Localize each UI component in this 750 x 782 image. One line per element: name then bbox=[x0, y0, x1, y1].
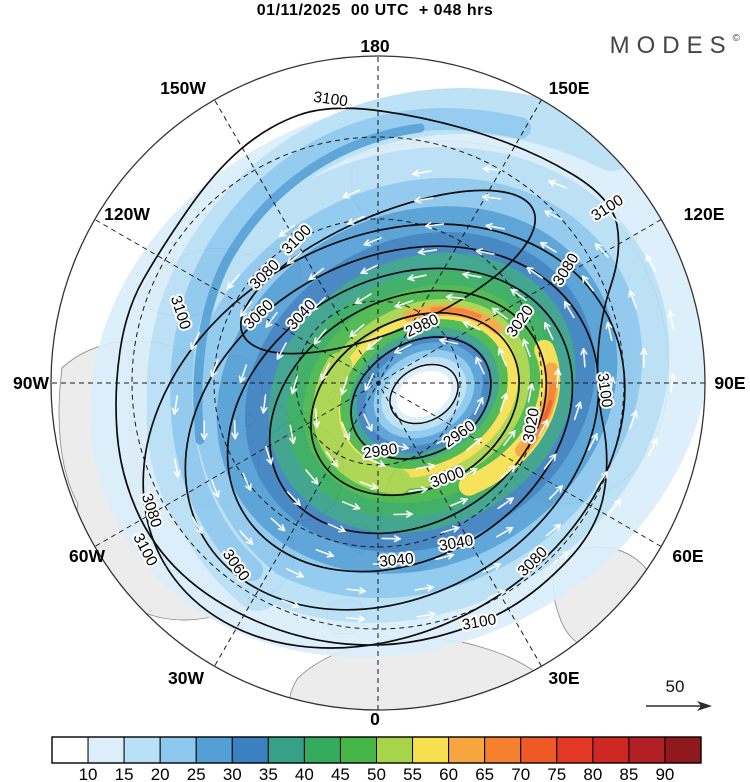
colorbar-tick-label: 75 bbox=[547, 765, 566, 782]
colorbar-cell bbox=[448, 736, 486, 764]
colorbar-tick-label: 90 bbox=[655, 765, 674, 782]
colorbar-cell bbox=[123, 736, 161, 764]
reference-vector: 50 bbox=[646, 677, 712, 711]
colorbar-cell bbox=[592, 736, 630, 764]
colorbar-tick-label: 80 bbox=[583, 765, 602, 782]
colorbar-tick-label: 55 bbox=[403, 765, 422, 782]
map-boundary-circle bbox=[50, 55, 706, 711]
longitude-label: 120E bbox=[684, 204, 725, 224]
modes-logo-mark: © bbox=[732, 33, 740, 44]
colorbar-cell bbox=[87, 736, 125, 764]
colorbar-tick-label: 25 bbox=[187, 765, 206, 782]
colorbar-tick-label: 40 bbox=[295, 765, 314, 782]
colorbar-cell bbox=[556, 736, 594, 764]
modes-logo: MODES© bbox=[610, 32, 740, 60]
colorbar-cell bbox=[412, 736, 450, 764]
wind-arrows-layer bbox=[171, 165, 677, 623]
colorbar-cell bbox=[376, 736, 414, 764]
colorbar-tick-label: 45 bbox=[331, 765, 350, 782]
chart-title: 01/11/2025 00 UTC + 048 hrs bbox=[256, 2, 494, 19]
longitude-label: 30E bbox=[548, 668, 579, 688]
longitude-label: 150E bbox=[549, 78, 590, 98]
colorbar-tick-label: 85 bbox=[619, 765, 638, 782]
colorbar-tick-label: 15 bbox=[115, 765, 134, 782]
contour-label: 3040 bbox=[378, 550, 414, 571]
colorbar-cell bbox=[51, 736, 89, 764]
longitude-label: 90E bbox=[714, 373, 745, 393]
modes-logo-text: MODES bbox=[609, 32, 733, 59]
longitude-label: 150W bbox=[160, 78, 206, 98]
colorbar-tick-label: 30 bbox=[223, 765, 242, 782]
colorbar-tick-label: 10 bbox=[79, 765, 98, 782]
longitude-labels-layer: 180 150W 150E 120W 120E 90W 90E 60W 60E 30W 30E 0 bbox=[13, 36, 746, 729]
colorbar-cell bbox=[303, 736, 341, 764]
reference-vector-value: 50 bbox=[666, 677, 685, 696]
longitude-label: 90W bbox=[13, 373, 49, 393]
longitude-label: 30W bbox=[168, 668, 204, 688]
colorbar-tick-label: 65 bbox=[475, 765, 494, 782]
colorbar-cell bbox=[520, 736, 558, 764]
longitude-label: 180 bbox=[360, 36, 389, 56]
colorbar-cell bbox=[195, 736, 233, 764]
colorbar-cell bbox=[484, 736, 522, 764]
colorbar-cell bbox=[267, 736, 305, 764]
reference-vector-arrowhead bbox=[697, 701, 712, 711]
colorbar: 10 15 20 25 30 35 40 45 50 55 60 65 70 75 80 85 90 bbox=[51, 736, 702, 782]
colorbar-tick-label: 20 bbox=[151, 765, 170, 782]
colorbar-tick-label: 70 bbox=[511, 765, 530, 782]
colorbar-tick-label: 60 bbox=[439, 765, 458, 782]
colorbar-tick-label: 50 bbox=[367, 765, 386, 782]
colorbar-cell bbox=[159, 736, 197, 764]
longitude-label: 60W bbox=[69, 546, 105, 566]
colorbar-cell bbox=[664, 736, 702, 764]
colorbar-cell bbox=[339, 736, 378, 764]
colorbar-tick-label: 35 bbox=[259, 765, 278, 782]
longitude-label: 0 bbox=[370, 709, 380, 729]
colorbar-cell bbox=[231, 736, 269, 764]
longitude-label: 120W bbox=[104, 204, 150, 224]
longitude-label: 60E bbox=[672, 546, 703, 566]
colorbar-cell bbox=[628, 736, 666, 764]
height-contours bbox=[115, 107, 626, 649]
